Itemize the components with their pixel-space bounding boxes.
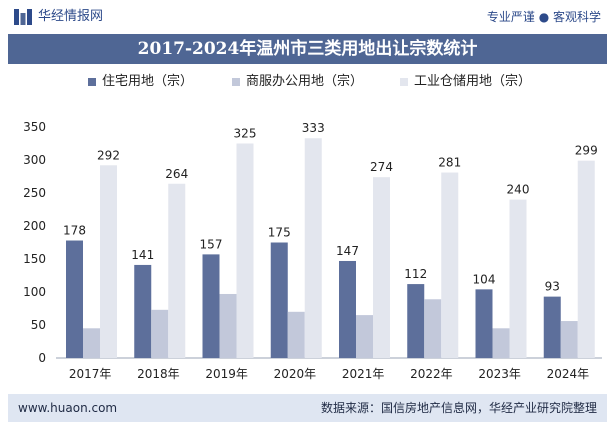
legend-label-industrial: 工业仓储用地（宗） (414, 74, 532, 89)
bar-residential (270, 242, 288, 358)
bar-industrial (100, 165, 117, 358)
site-url: www.huaon.com (18, 401, 118, 415)
x-tick-label: 2023年 (478, 367, 521, 381)
data-label-residential: 178 (63, 224, 86, 238)
bar-commercial (219, 293, 237, 358)
bar-commercial (492, 328, 510, 358)
bar-industrial (168, 183, 186, 358)
x-tick-label: 2018年 (137, 367, 180, 381)
data-label-residential: 147 (336, 244, 359, 258)
data-label-industrial: 325 (234, 127, 257, 141)
x-tick-label: 2019年 (205, 367, 248, 381)
bar-residential (407, 284, 425, 358)
x-tick-label: 2021年 (342, 367, 385, 381)
data-label-residential: 93 (545, 280, 560, 294)
x-tick-label: 2017年 (69, 367, 112, 381)
bar-commercial (424, 299, 442, 358)
data-label-residential: 157 (200, 237, 223, 251)
footer-bar: www.huaon.com 数据来源：国信房地产信息网，华经产业研究院整理 (8, 394, 607, 422)
bar-industrial (577, 160, 595, 358)
bar-residential (66, 240, 83, 358)
data-label-industrial: 299 (575, 144, 598, 158)
y-tick-label: 250 (23, 186, 46, 200)
legend-label-residential: 住宅用地（宗） (102, 74, 194, 89)
bar-industrial (509, 199, 527, 358)
data-label-industrial: 292 (97, 148, 120, 162)
legend-label-commercial: 商服办公用地（宗） (246, 74, 364, 89)
bar-industrial (304, 138, 322, 358)
data-label-industrial: 274 (370, 160, 393, 174)
legend-swatch-industrial (400, 78, 408, 86)
bar-commercial (287, 311, 305, 358)
chart-legend: 住宅用地（宗） 商服办公用地（宗） 工业仓储用地（宗） (0, 72, 615, 92)
y-tick-label: 150 (23, 252, 46, 266)
bar-residential (543, 296, 561, 358)
slogan: 专业严谨 ● 客观科学 (486, 10, 601, 24)
bar-chart: 0 50 100 150 200 250 300 350 178 292 2017年 141 264 20… (23, 120, 602, 381)
bar-industrial (373, 177, 390, 358)
top-bar: 华经情报网 专业严谨 ● 客观科学 (0, 0, 615, 34)
data-label-residential: 141 (131, 248, 154, 262)
x-tick-label: 2020年 (274, 367, 317, 381)
y-tick-label: 100 (23, 285, 46, 299)
bar-residential (339, 260, 356, 358)
bar-commercial (356, 315, 373, 358)
data-label-industrial: 333 (302, 121, 325, 135)
data-label-residential: 112 (404, 267, 427, 281)
legend-swatch-residential (88, 78, 96, 86)
bar-residential (134, 264, 152, 358)
y-tick-label: 50 (31, 318, 46, 332)
data-label-industrial: 281 (438, 156, 461, 170)
chart-title: 2017-2024年温州市三类用地出让宗数统计 (137, 39, 478, 59)
bar-industrial (441, 172, 459, 358)
data-label-industrial: 240 (507, 183, 530, 197)
data-source: 数据来源：国信房地产信息网，华经产业研究院整理 (320, 401, 597, 415)
legend-swatch-commercial (232, 78, 240, 86)
y-tick-label: 300 (23, 153, 46, 167)
bar-residential (202, 254, 220, 358)
bar-commercial (560, 321, 578, 358)
y-tick-label: 350 (23, 120, 46, 134)
x-tick-label: 2024年 (547, 367, 590, 381)
data-label-residential: 104 (473, 272, 496, 286)
bar-commercial (151, 309, 169, 358)
brand-name: 华经情报网 (38, 9, 104, 24)
y-tick-label: 0 (38, 351, 46, 365)
bar-industrial (236, 143, 254, 358)
y-tick-label: 200 (23, 219, 46, 233)
huajing-logo-icon (14, 9, 32, 25)
data-label-industrial: 264 (165, 167, 188, 181)
data-label-residential: 175 (268, 226, 291, 240)
title-bar: 2017-2024年温州市三类用地出让宗数统计 (8, 34, 607, 64)
bar-residential (475, 289, 493, 358)
bar-commercial (83, 328, 100, 358)
x-tick-label: 2022年 (410, 367, 453, 381)
